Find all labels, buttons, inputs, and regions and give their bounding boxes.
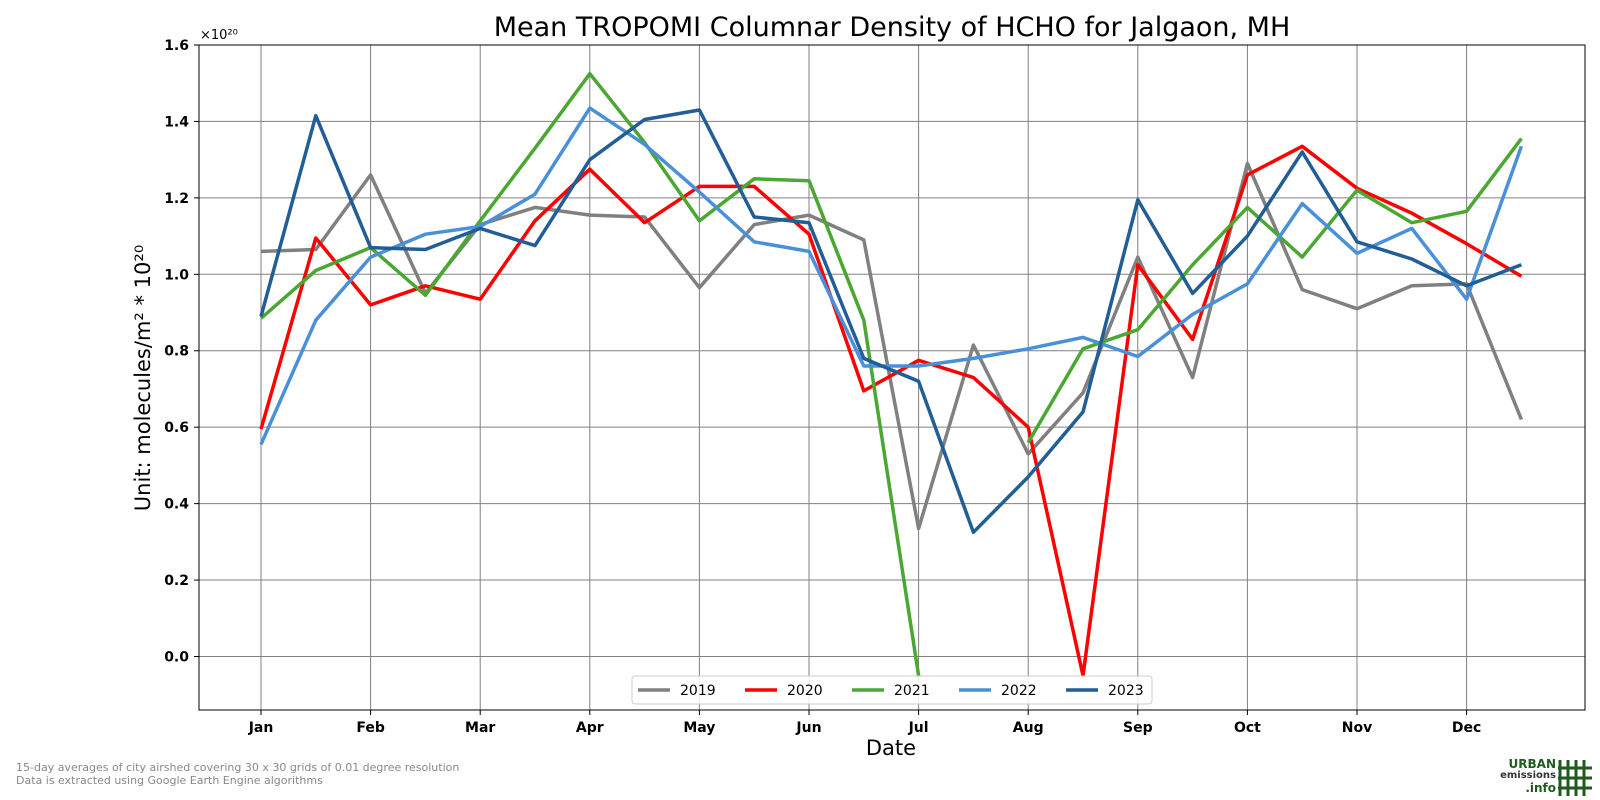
x-tick-label: Dec <box>1452 720 1481 736</box>
legend-label-2019: 2019 <box>680 683 716 699</box>
legend-box <box>631 675 1153 705</box>
x-tick-label: Oct <box>1234 720 1261 736</box>
y-tick-label: 0.8 <box>164 344 189 360</box>
y-tick-label: 0.6 <box>164 420 189 436</box>
y-tick-label: 0.0 <box>164 649 189 665</box>
x-tick-label: Jan <box>248 720 274 736</box>
x-tick-label: Jun <box>795 720 821 736</box>
series-line-2020 <box>259 144 1523 678</box>
x-axis-ticks: Jan Feb Mar Apr May Jun Jul Aug Sep Oct Nov Dec <box>248 710 1481 736</box>
footnote-line-2: Data is extracted using Google Earth Eng… <box>16 774 323 787</box>
y-tick-label: 0.4 <box>164 497 189 513</box>
x-tick-label: Jul <box>908 720 929 736</box>
plot-frame <box>198 44 1586 711</box>
y-axis-label: Unit: molecules/m² * 10²⁰ <box>131 245 155 511</box>
chart-title: Mean TROPOMI Columnar Density of HCHO fo… <box>494 12 1291 43</box>
y-multiplier: ×10²⁰ <box>200 28 238 43</box>
x-axis-label: Date <box>866 736 916 760</box>
legend-label-2021: 2021 <box>894 683 930 699</box>
x-tick-label: May <box>683 720 715 736</box>
logo-line-2: emissions <box>1500 770 1556 781</box>
legend: 2019 2020 2021 2022 2023 <box>631 675 1153 705</box>
x-tick-label: Aug <box>1013 720 1044 736</box>
x-tick-label: Sep <box>1123 720 1153 736</box>
series-line-2023 <box>259 108 1523 535</box>
y-tick-label: 0.2 <box>164 573 189 589</box>
urban-emissions-logo: URBAN emissions .info <box>1464 758 1592 798</box>
logo-line-3: .info <box>1525 781 1556 795</box>
x-tick-label: Mar <box>465 720 495 736</box>
x-tick-label: Feb <box>356 720 385 736</box>
series-line-2022 <box>259 106 1524 446</box>
y-tick-label: 1.6 <box>164 38 189 54</box>
y-tick-label: 1.0 <box>164 267 189 283</box>
legend-label-2023: 2023 <box>1108 683 1144 699</box>
logo-grid-icon <box>1558 760 1592 796</box>
y-axis-ticks: 0.0 0.2 0.4 0.6 0.8 1.0 1.2 1.4 1.6 <box>164 38 199 665</box>
legend-label-2020: 2020 <box>787 683 823 699</box>
legend-label-2022: 2022 <box>1001 683 1037 699</box>
y-tick-label: 1.4 <box>164 114 189 130</box>
x-tick-label: Apr <box>576 720 604 736</box>
grid <box>199 44 1585 710</box>
logo-line-1: URBAN <box>1508 757 1556 771</box>
series-lines <box>259 71 1524 678</box>
x-tick-label: Nov <box>1342 720 1372 736</box>
footnote-line-1: 15-day averages of city airshed covering… <box>16 761 460 774</box>
y-tick-label: 1.2 <box>164 191 189 207</box>
